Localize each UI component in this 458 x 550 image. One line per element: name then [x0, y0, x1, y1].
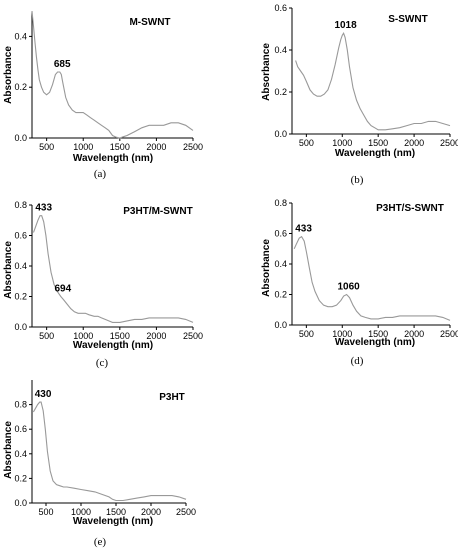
panel-a-peak-label: 685 — [54, 59, 71, 70]
panel-b-ylabel: Absorbance — [261, 43, 272, 101]
panel-e-ytick-label: 0.6 — [14, 424, 27, 434]
panel-c-peak-label: 433 — [35, 203, 52, 214]
panel-d-xlabel: Wavelength (nm) — [335, 337, 415, 348]
panel-c-ytick-label: 0.4 — [14, 261, 27, 271]
panel-b-axes — [291, 8, 450, 135]
panel-d: P3HT/S-SWNT Wavelength (nm) Absorbance (… — [261, 198, 458, 367]
panel-b-xtick-label: 500 — [299, 138, 314, 148]
panel-e: P3HT Wavelength (nm) Absorbance (e) 500 1… — [3, 380, 196, 548]
panel-c-ytick-label: 0.6 — [14, 231, 27, 241]
panel-d-xtick-label: 500 — [299, 329, 314, 339]
panel-d-peak-label: 1060 — [337, 282, 360, 293]
panel-b-xtick-label: 2500 — [440, 138, 458, 148]
panel-e-spectrum-line — [32, 401, 187, 502]
panel-c-title: P3HT/M-SWNT — [123, 206, 192, 217]
panel-c: P3HT/M-SWNT Wavelength (nm) Absorbance (… — [3, 200, 203, 369]
panel-b-spectrum-line — [295, 31, 451, 131]
panel-e-ytick-label: 0.2 — [14, 473, 27, 483]
panel-a-ylabel: Absorbance — [3, 46, 14, 104]
panel-d-axes — [291, 203, 450, 326]
panel-a-xtick-label: 2000 — [146, 142, 166, 152]
panel-c-xtick-label: 1500 — [110, 331, 130, 341]
panel-a-axes — [31, 11, 193, 139]
panel-d-peak-label: 433 — [295, 224, 312, 235]
panel-c-xtick-label: 2000 — [146, 331, 166, 341]
panel-a-xtick-label: 500 — [39, 142, 54, 152]
panel-b-xtick-label: 1500 — [368, 138, 388, 148]
panel-b-peak-label: 1018 — [334, 20, 357, 31]
panel-c-xlabel: Wavelength (nm) — [73, 340, 153, 351]
panel-e-ylabel: Absorbance — [3, 421, 14, 479]
panel-b-xtick-label: 2000 — [404, 138, 424, 148]
panel-d-xtick-label: 2000 — [404, 329, 424, 339]
panel-e-caption: (e) — [94, 536, 107, 548]
panel-d-xtick-label: 1000 — [332, 329, 352, 339]
panel-a-xtick-label: 2500 — [183, 142, 203, 152]
panel-b-ytick-label: 0.2 — [274, 87, 287, 97]
panel-e-ytick-label: 0.4 — [14, 449, 27, 459]
panel-c-spectrum-line — [32, 215, 194, 323]
panel-e-xtick-label: 2500 — [176, 507, 196, 517]
panel-c-ylabel: Absorbance — [3, 241, 14, 299]
panel-e-xlabel: Wavelength (nm) — [73, 516, 153, 527]
panel-d-ytick-label: 0.6 — [274, 229, 287, 239]
panel-c-xtick-label: 1000 — [73, 331, 93, 341]
panel-a: M-SWNT Wavelength (nm) Absorbance (a) 50… — [3, 10, 203, 180]
panel-e-ytick-label: 0.8 — [14, 400, 27, 410]
panel-d-spectrum-line — [293, 235, 451, 321]
panel-d-ylabel: Absorbance — [261, 239, 272, 297]
panel-a-caption: (a) — [94, 168, 107, 180]
panel-b-ytick-label: 0.6 — [274, 3, 287, 13]
panel-a-ytick-label: 0.2 — [14, 82, 27, 92]
panel-d-caption: (d) — [351, 355, 364, 367]
panel-c-ytick-label: 0.0 — [14, 322, 27, 332]
panel-e-xtick-label: 500 — [38, 507, 53, 517]
panel-c-xtick-label: 500 — [39, 331, 54, 341]
panel-e-ytick-label: 0.0 — [14, 498, 27, 508]
panel-b-title: S-SWNT — [388, 14, 427, 25]
panel-b-xtick-label: 1000 — [332, 138, 352, 148]
panel-b-caption: (b) — [351, 174, 364, 186]
panel-a-ytick-label: 0.0 — [14, 133, 27, 143]
panel-b-ytick-label: 0.4 — [274, 45, 287, 55]
panel-a-xtick-label: 1500 — [110, 142, 130, 152]
panel-b-xlabel: Wavelength (nm) — [335, 148, 415, 159]
panel-e-xtick-label: 1000 — [71, 507, 91, 517]
panel-c-ytick-label: 0.8 — [14, 200, 27, 210]
panel-d-ytick-label: 0.4 — [274, 259, 287, 269]
panel-d-ytick-label: 0.0 — [274, 320, 287, 330]
panel-d-xtick-label: 1500 — [368, 329, 388, 339]
panel-e-peak-label: 430 — [35, 389, 52, 400]
panel-d-ytick-label: 0.2 — [274, 290, 287, 300]
panel-d-ytick-label: 0.8 — [274, 198, 287, 208]
panel-a-xlabel: Wavelength (nm) — [73, 153, 153, 164]
panel-e-xtick-label: 1500 — [106, 507, 126, 517]
panel-a-ytick-label: 0.4 — [14, 31, 27, 41]
panel-a-xtick-label: 1000 — [73, 142, 93, 152]
panel-e-xtick-label: 2000 — [141, 507, 161, 517]
panel-c-caption: (c) — [96, 357, 109, 369]
panel-c-peak-label: 694 — [54, 284, 71, 295]
panel-c-ytick-label: 0.2 — [14, 292, 27, 302]
panel-e-title: P3HT — [159, 392, 185, 403]
panel-d-title: P3HT/S-SWNT — [376, 203, 444, 214]
panel-c-axes — [31, 205, 193, 328]
panel-d-xtick-label: 2500 — [440, 329, 458, 339]
panel-b: S-SWNT Wavelength (nm) Absorbance (b) 50… — [261, 3, 458, 186]
panel-b-ytick-label: 0.0 — [274, 129, 287, 139]
panel-a-title: M-SWNT — [129, 17, 170, 28]
panel-c-xtick-label: 2500 — [183, 331, 203, 341]
panel-a-spectrum-line — [31, 10, 194, 139]
